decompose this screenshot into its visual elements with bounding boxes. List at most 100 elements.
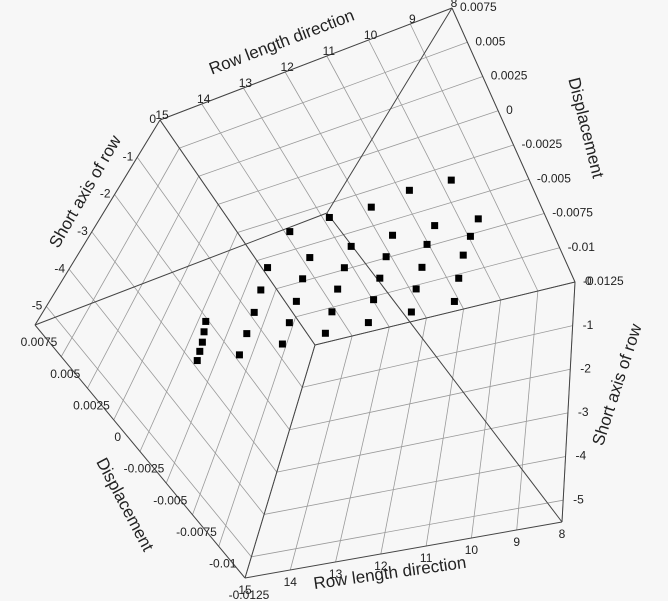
x-tick-label: 11 xyxy=(420,551,433,565)
z-tick-label: -0.0075 xyxy=(552,206,593,220)
data-point xyxy=(412,285,420,293)
grid-line xyxy=(471,299,502,539)
y-tick-label: 0 xyxy=(149,112,156,126)
data-point xyxy=(382,253,390,261)
box-edge xyxy=(34,324,246,579)
box-edge xyxy=(34,119,161,326)
data-point xyxy=(455,274,463,282)
z-tick-label: -0.0025 xyxy=(124,462,165,476)
x-tick-label: 14 xyxy=(197,92,211,106)
box-edge xyxy=(561,281,576,523)
y-tick-label: -5 xyxy=(573,492,584,506)
data-point xyxy=(196,347,204,355)
x-tick-label: 14 xyxy=(284,575,298,589)
data-point xyxy=(474,215,482,223)
x-tick-label: 8 xyxy=(451,0,458,10)
box-edge xyxy=(34,212,328,326)
x-tick-label: 11 xyxy=(323,44,336,58)
data-point xyxy=(340,264,348,272)
z-tick-label: 0.005 xyxy=(475,34,505,48)
data-point xyxy=(450,297,458,305)
grid-line xyxy=(179,41,468,149)
x-tick-label: 13 xyxy=(239,76,253,90)
y-axis-title: Short axis of row xyxy=(588,321,645,448)
grid-line xyxy=(256,178,529,262)
y-tick-label: -1 xyxy=(123,149,134,163)
data-point xyxy=(328,308,336,316)
data-point xyxy=(202,317,210,325)
grid-line xyxy=(87,176,200,389)
grid-line xyxy=(289,368,571,431)
y-tick-label: -3 xyxy=(578,405,589,419)
grid-line xyxy=(302,325,573,388)
data-point xyxy=(235,351,243,359)
data-point xyxy=(459,251,467,259)
box-edge xyxy=(159,7,453,121)
z-tick-label: 0.0025 xyxy=(73,398,110,412)
data-point xyxy=(278,340,286,348)
grid-line xyxy=(425,308,464,547)
data-point xyxy=(321,329,329,337)
data-point xyxy=(325,213,333,221)
data-point xyxy=(243,330,251,338)
x-tick-label: 15 xyxy=(238,583,252,597)
grid-line xyxy=(516,290,539,531)
grid-line xyxy=(295,247,560,318)
z-tick-label: -0.0075 xyxy=(176,525,217,539)
box-edge xyxy=(326,212,563,523)
y-tick-label: -2 xyxy=(100,187,111,201)
z-axis-title: Displacement xyxy=(564,75,607,180)
data-point xyxy=(334,285,342,293)
z-tick-label: -0.0025 xyxy=(522,137,563,151)
box-edge xyxy=(451,7,576,283)
x-tick-label: 15 xyxy=(155,108,169,122)
x-tick-label: 10 xyxy=(364,28,378,42)
y-tick-label: 0 xyxy=(585,274,592,288)
grid-line xyxy=(289,335,353,571)
grid-line xyxy=(380,317,427,555)
data-point xyxy=(198,338,206,346)
z-tick-label: 0.005 xyxy=(50,367,80,381)
z-tick-label: 0 xyxy=(506,103,513,117)
grid-line xyxy=(251,499,564,558)
data-point xyxy=(407,308,415,316)
data-point xyxy=(370,296,378,304)
data-point xyxy=(466,232,474,240)
x-tick-label: 10 xyxy=(465,543,479,557)
x-axis-title: Row length direction xyxy=(312,553,467,593)
box-edge xyxy=(314,281,576,346)
z-tick-label: 0 xyxy=(114,430,121,444)
data-point xyxy=(376,274,384,282)
y-tick-label: -4 xyxy=(576,449,587,463)
data-point xyxy=(257,286,265,294)
grid-line xyxy=(264,456,566,515)
z-tick-label: 0.0075 xyxy=(21,335,58,349)
data-point xyxy=(306,254,314,262)
z-tick-label: 0.0075 xyxy=(460,0,497,14)
z-tick-label: -0.0125 xyxy=(583,274,624,288)
z-tick-label: 0.0025 xyxy=(491,69,528,83)
grid-line xyxy=(60,147,180,357)
z-tick-label: -0.005 xyxy=(537,171,571,185)
z-tick-label: -0.01 xyxy=(568,240,596,254)
data-point xyxy=(447,176,455,184)
grid-line xyxy=(113,204,219,421)
grid-line xyxy=(276,412,568,473)
data-point xyxy=(389,231,397,239)
grid-line xyxy=(165,260,258,484)
grid-line xyxy=(237,144,514,233)
z-tick-label: -0.01 xyxy=(209,557,237,571)
box-edge xyxy=(244,344,316,579)
data-point xyxy=(431,222,439,230)
grid-line xyxy=(217,110,499,205)
y-tick-label: -3 xyxy=(77,224,88,238)
data-point xyxy=(286,228,294,236)
y-tick-label: -5 xyxy=(32,299,43,313)
box-edge xyxy=(244,521,563,579)
box-edge xyxy=(159,119,316,346)
grid-line xyxy=(335,326,390,563)
data-point xyxy=(193,357,201,365)
x-tick-label: 9 xyxy=(513,535,520,549)
z-tick-label: -0.0125 xyxy=(229,588,270,601)
